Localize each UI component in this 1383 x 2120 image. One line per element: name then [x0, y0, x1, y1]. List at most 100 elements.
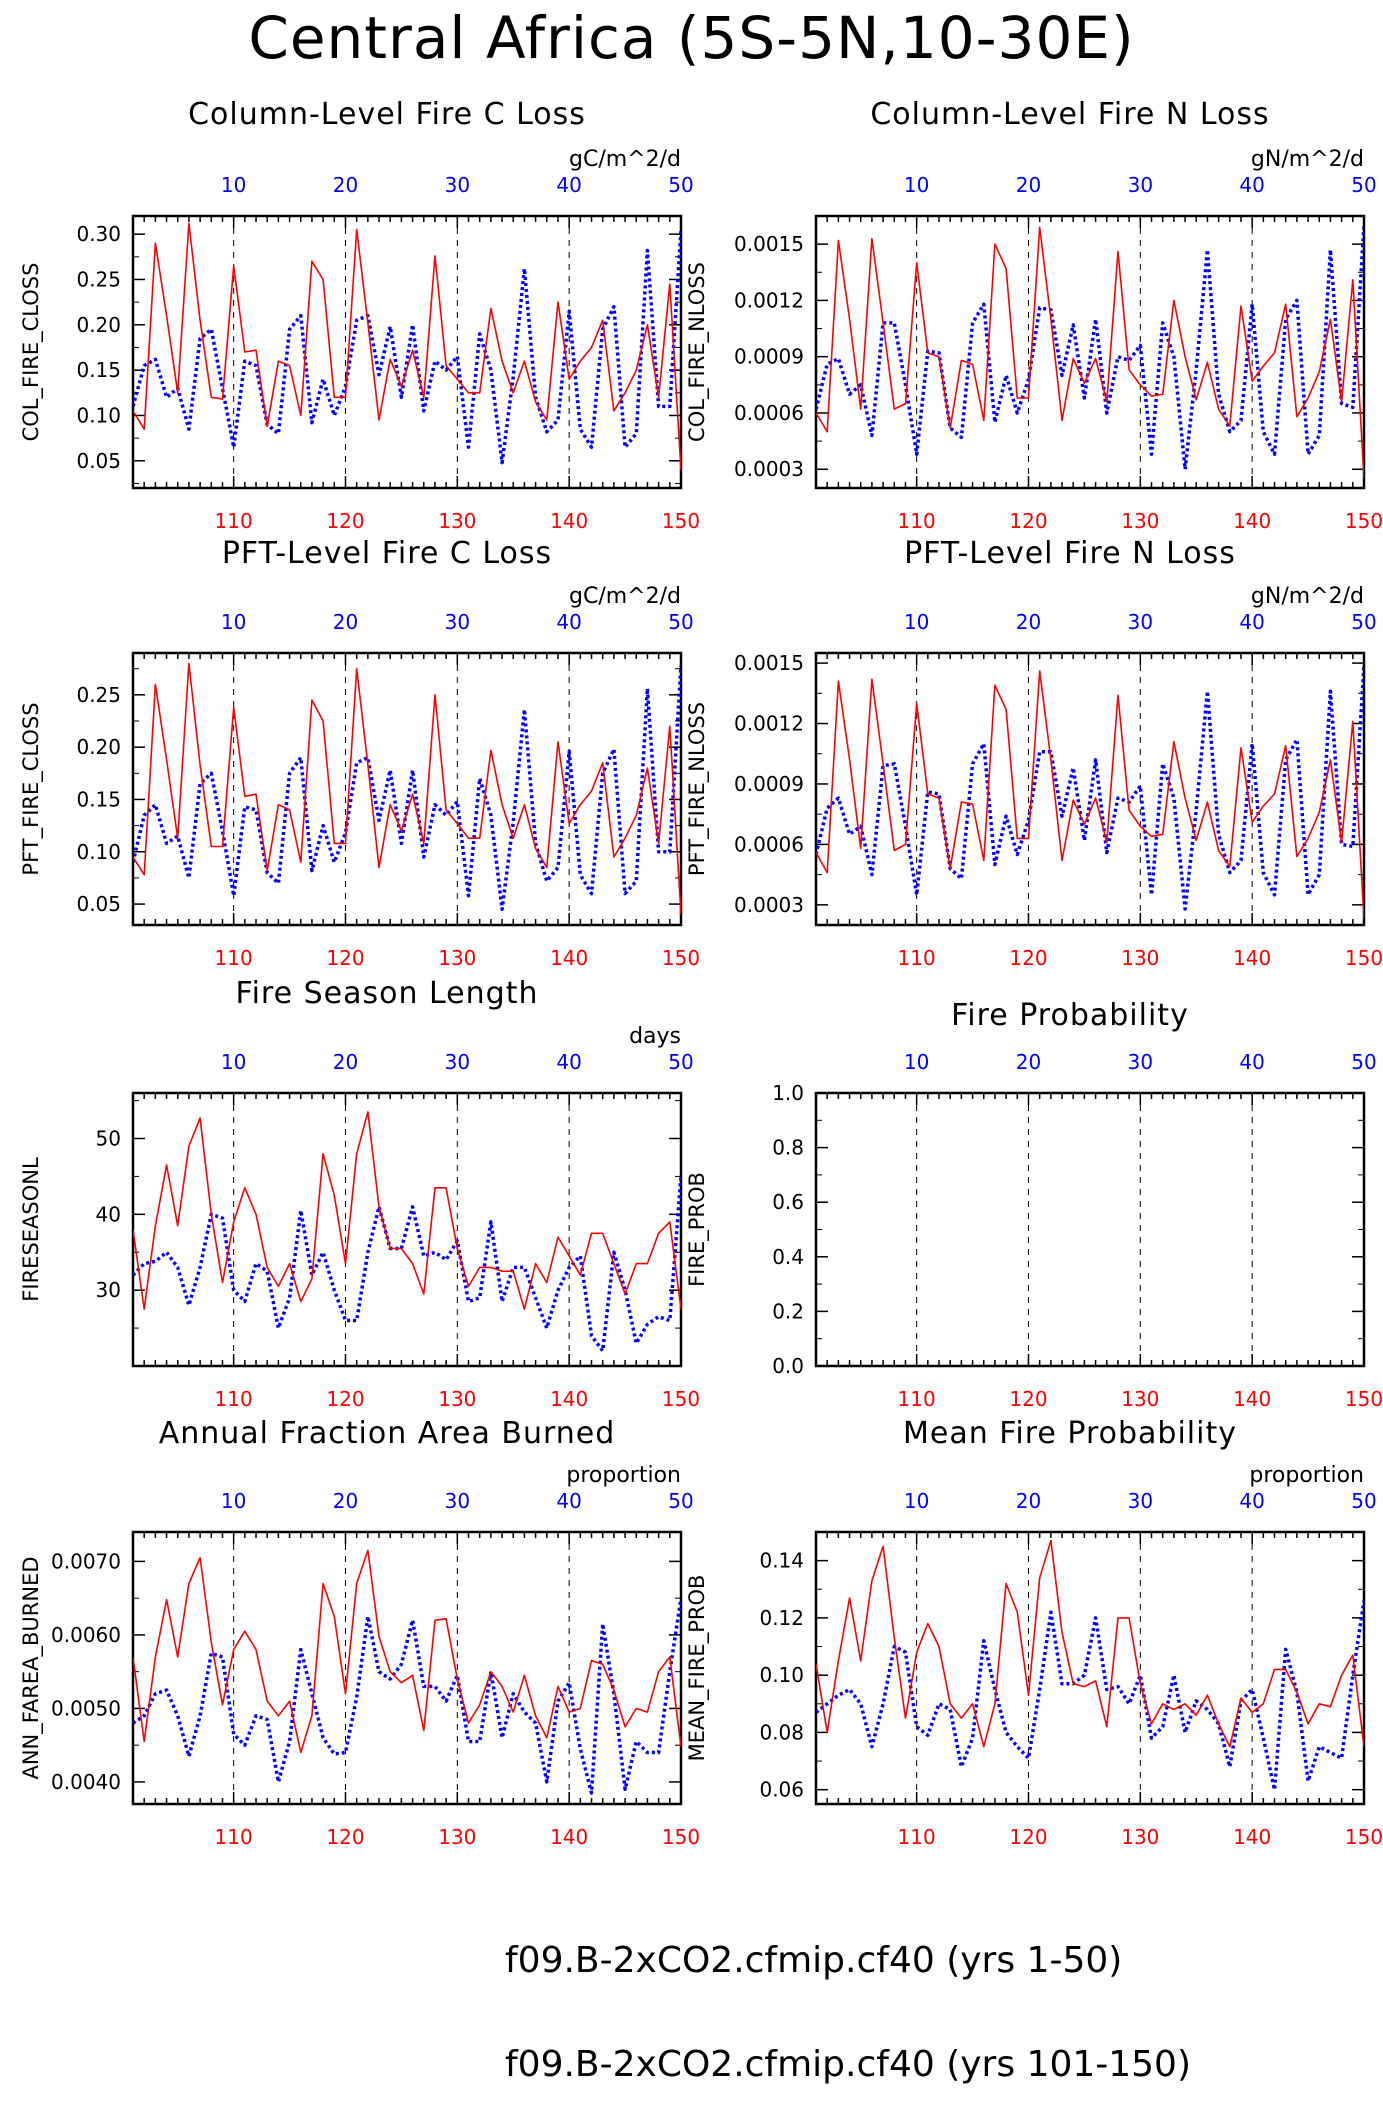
- top-tick-label: 50: [668, 610, 693, 634]
- bottom-tick-label: 110: [898, 509, 936, 533]
- series-line-blue: [816, 664, 1364, 911]
- top-tick-label: 40: [556, 610, 581, 634]
- chart-title: Mean Fire Probability: [903, 1416, 1237, 1451]
- y-tick-label: 0.25: [76, 683, 121, 707]
- series-line-red: [816, 670, 1364, 920]
- legend-entry-blue: f09.B-2xCO2.cfmip.cf40 (yrs 1-50): [110, 1940, 1310, 2000]
- series-line-red: [816, 1539, 1364, 1748]
- top-tick-label: 40: [1239, 173, 1264, 197]
- series-line-red: [133, 662, 681, 915]
- y-tick-label: 0.8: [772, 1136, 804, 1160]
- y-tick-label: 0.05: [76, 449, 121, 473]
- plot-frame: [131, 651, 683, 927]
- chart-title: Fire Season Length: [236, 976, 539, 1011]
- y-axis-label: FIRESEASONL: [19, 1157, 43, 1302]
- y-tick-label: 0.10: [76, 403, 121, 427]
- plot-frame: [131, 214, 683, 490]
- bottom-tick-label: 140: [550, 946, 588, 970]
- bottom-tick-label: 110: [215, 946, 253, 970]
- y-tick-label: 0.0009: [734, 772, 804, 796]
- top-tick-label: 30: [1128, 1489, 1153, 1513]
- y-tick-label: 0.4: [772, 1245, 804, 1269]
- top-tick-label: 20: [1016, 173, 1041, 197]
- plot-frame: [814, 651, 1366, 927]
- chart-panel-3: 110 120 130 140 150 10 20 30 40 50 0.05 0.10 0.15 0.2…: [19, 610, 700, 970]
- y-axis-label: FIRE_PROB: [685, 1172, 710, 1287]
- bottom-tick-label: 130: [438, 1825, 476, 1849]
- series-line-blue: [133, 229, 681, 465]
- y-tick-label: 0.05: [76, 892, 121, 916]
- series-line-blue: [816, 1600, 1364, 1792]
- chart-title: Fire Probability: [951, 998, 1189, 1033]
- units-label: gN/m^2/d: [1251, 584, 1364, 609]
- units-label: gC/m^2/d: [569, 147, 681, 172]
- bottom-tick-label: 120: [1009, 509, 1047, 533]
- top-tick-label: 20: [1016, 1489, 1041, 1513]
- bottom-tick-label: 150: [1345, 1825, 1383, 1849]
- y-tick-label: 0.0015: [734, 651, 804, 675]
- units-label: proportion: [1249, 1463, 1364, 1488]
- y-axis-label: COL_FIRE_CLOSS: [19, 263, 44, 442]
- bottom-tick-label: 130: [1121, 1387, 1159, 1411]
- top-tick-label: 10: [221, 1050, 246, 1074]
- bottom-tick-label: 130: [438, 1387, 476, 1411]
- y-tick-label: 0.0006: [734, 401, 804, 425]
- y-tick-label: 0.0040: [51, 1770, 121, 1794]
- y-tick-label: 0.0003: [734, 893, 804, 917]
- series-line-red: [816, 226, 1364, 479]
- y-tick-label: 0.08: [759, 1720, 804, 1744]
- top-tick-label: 30: [1128, 610, 1153, 634]
- y-axis-label: COL_FIRE_NLOSS: [685, 262, 710, 442]
- y-tick-label: 0.0012: [734, 712, 804, 736]
- bottom-tick-label: 120: [326, 1387, 364, 1411]
- units-label: proportion: [566, 1463, 681, 1488]
- bottom-tick-label: 110: [215, 509, 253, 533]
- bottom-tick-label: 130: [438, 509, 476, 533]
- y-tick-label: 0.0060: [51, 1623, 121, 1647]
- bottom-tick-label: 130: [438, 946, 476, 970]
- top-tick-label: 40: [1239, 1050, 1264, 1074]
- bottom-tick-label: 140: [1233, 946, 1271, 970]
- bottom-tick-label: 150: [1345, 1387, 1383, 1411]
- legend-entry-red: f09.B-2xCO2.cfmip.cf40 (yrs 101-150): [110, 2044, 1310, 2104]
- bottom-tick-label: 140: [550, 509, 588, 533]
- plot-frame: [814, 1091, 1366, 1368]
- top-tick-label: 20: [333, 173, 358, 197]
- bottom-tick-label: 150: [662, 1387, 700, 1411]
- top-tick-label: 10: [221, 173, 246, 197]
- y-tick-label: 0.0050: [51, 1696, 121, 1720]
- y-tick-label: 0.14: [759, 1549, 804, 1573]
- bottom-tick-label: 110: [215, 1825, 253, 1849]
- top-tick-label: 40: [556, 1489, 581, 1513]
- bottom-tick-label: 140: [550, 1825, 588, 1849]
- bottom-tick-label: 120: [1009, 1387, 1047, 1411]
- plot-frame: [814, 214, 1366, 490]
- top-tick-label: 50: [1351, 1050, 1376, 1074]
- legend-label-blue: f09.B-2xCO2.cfmip.cf40 (yrs 1-50): [505, 1940, 1123, 1981]
- chart-title: Column-Level Fire C Loss: [188, 97, 586, 132]
- main-title: Central Africa (5S-5N,10-30E): [248, 4, 1135, 72]
- bottom-tick-label: 140: [1233, 1825, 1271, 1849]
- top-tick-label: 20: [1016, 1050, 1041, 1074]
- bottom-tick-label: 120: [326, 946, 364, 970]
- units-label: gN/m^2/d: [1251, 147, 1364, 172]
- bottom-tick-label: 110: [898, 1825, 936, 1849]
- y-tick-label: 0.10: [76, 840, 121, 864]
- y-tick-label: 1.0: [772, 1081, 804, 1105]
- y-tick-label: 0.0015: [734, 232, 804, 256]
- top-tick-label: 30: [1128, 1050, 1153, 1074]
- chart-grid: 110 120 130 140 150 10 20 30 40 50 0.05 0.10 0.15 0.2…: [19, 97, 1383, 1849]
- y-tick-label: 0.06: [759, 1778, 804, 1802]
- y-tick-label: 0.15: [76, 787, 121, 811]
- bottom-tick-label: 120: [1009, 1825, 1047, 1849]
- series-line-blue: [133, 665, 681, 912]
- top-tick-label: 30: [1128, 173, 1153, 197]
- series-line-blue: [816, 225, 1364, 471]
- series-line-red: [133, 1549, 681, 1754]
- bottom-tick-label: 130: [1121, 509, 1159, 533]
- bottom-tick-label: 150: [1345, 946, 1383, 970]
- top-tick-label: 10: [221, 610, 246, 634]
- top-tick-label: 40: [556, 1050, 581, 1074]
- y-tick-label: 0.0: [772, 1354, 804, 1378]
- y-tick-label: 0.6: [772, 1190, 804, 1214]
